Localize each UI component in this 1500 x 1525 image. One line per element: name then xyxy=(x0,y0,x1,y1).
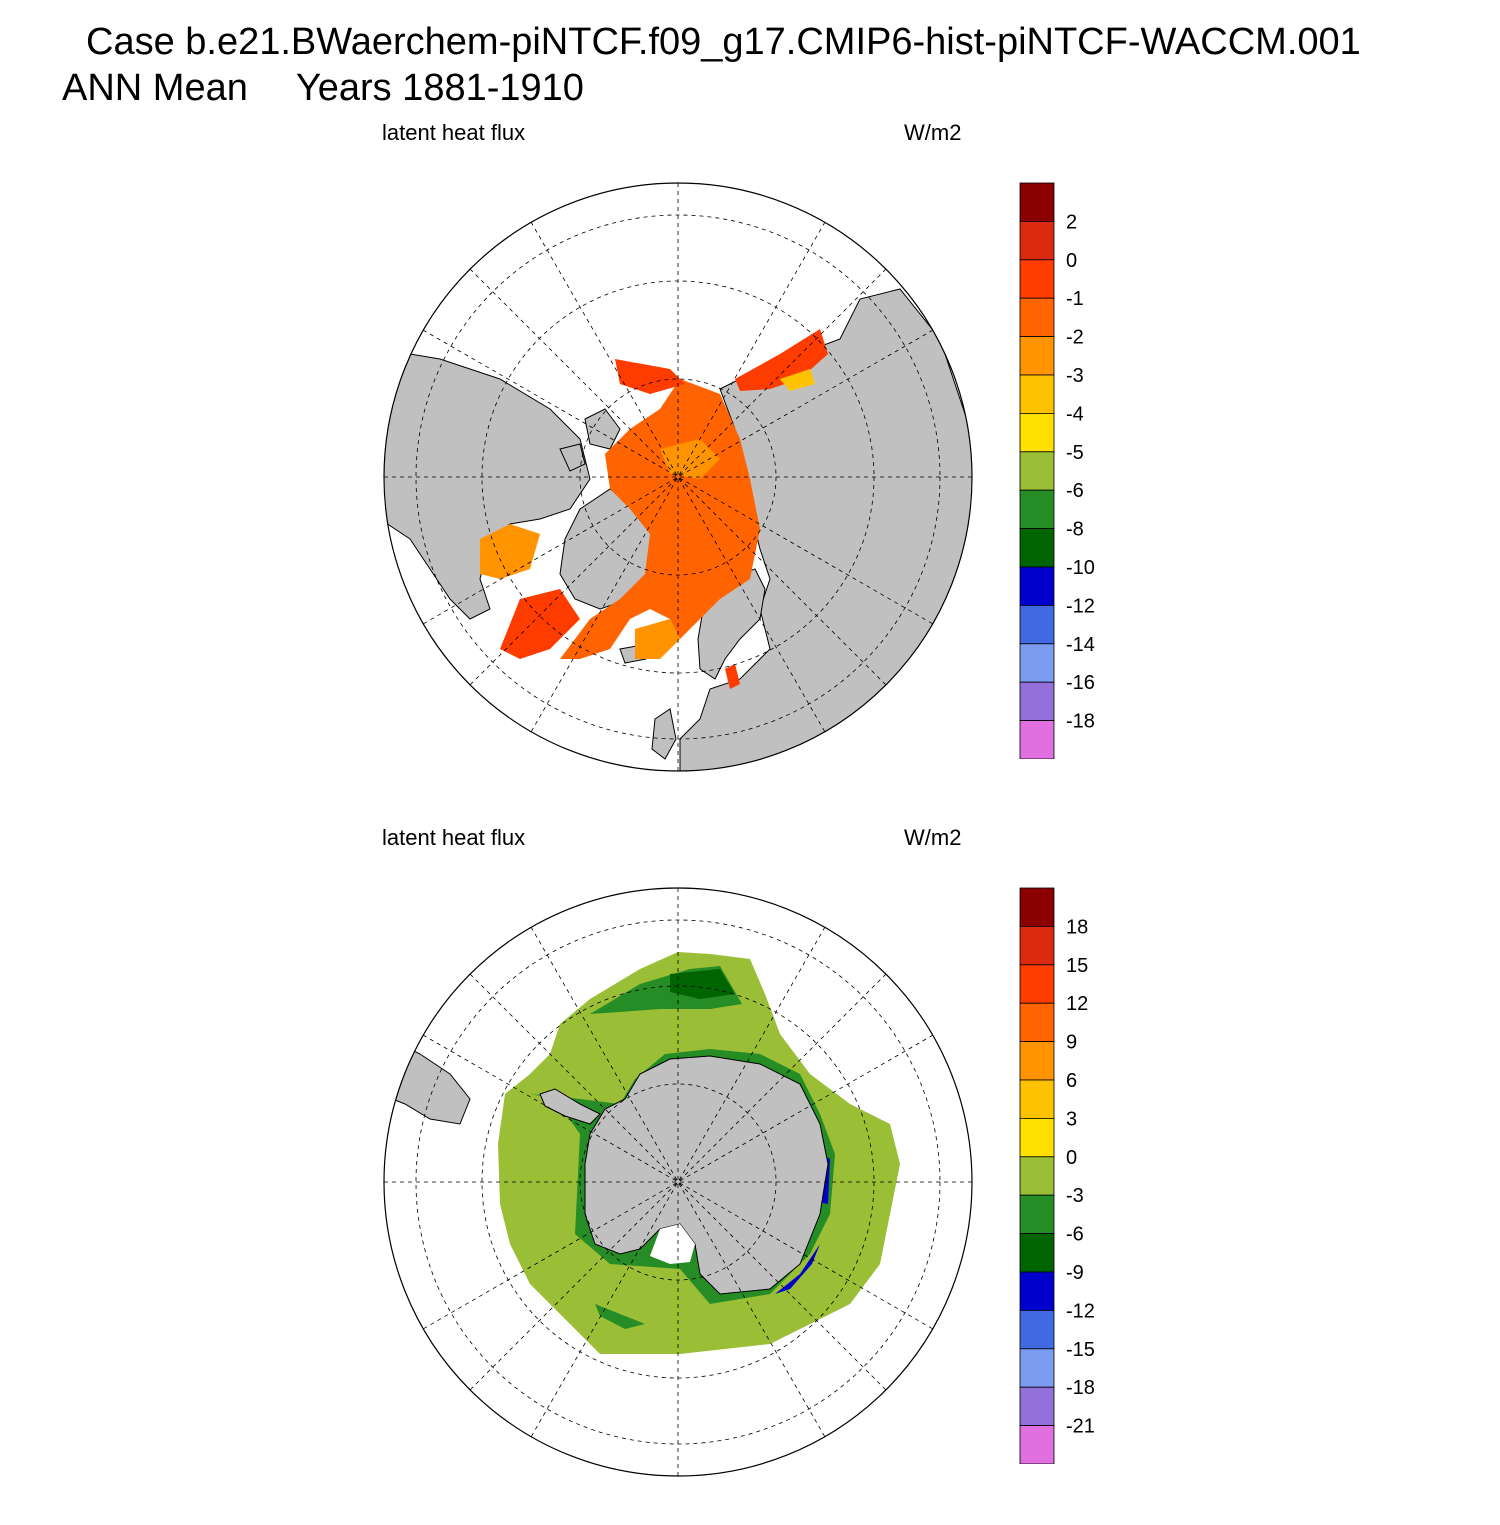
colorbar-label: 15 xyxy=(1066,955,1088,977)
colorbar-box xyxy=(1019,720,1055,759)
colorbar-box xyxy=(1019,566,1055,606)
colorbar-box xyxy=(1019,451,1055,491)
colorbar-box xyxy=(1019,528,1055,568)
colorbar-label: -6 xyxy=(1066,1224,1084,1246)
colorbar-label: -12 xyxy=(1066,1300,1095,1322)
colorbar-label: 12 xyxy=(1066,993,1088,1015)
colorbar-label: -6 xyxy=(1066,480,1084,502)
north-variable-label: latent heat flux xyxy=(382,120,526,145)
colorbar-label: -8 xyxy=(1066,519,1084,541)
colorbar-label: 0 xyxy=(1066,1147,1077,1169)
colorbar-box xyxy=(1019,1117,1055,1158)
colorbar-label: -18 xyxy=(1066,1377,1095,1399)
colorbar-label: 9 xyxy=(1066,1032,1077,1054)
colorbar-box xyxy=(1019,489,1055,530)
colorbar-box xyxy=(1019,1271,1055,1311)
colorbar-label: 3 xyxy=(1066,1108,1077,1130)
north-panel: latent heat flux W/m2 xyxy=(0,115,1500,820)
colorbar-box xyxy=(1019,1156,1055,1196)
colorbar-label: -2 xyxy=(1066,327,1084,349)
south-ice-shelf xyxy=(650,1224,695,1264)
colorbar-box xyxy=(1019,1079,1055,1119)
colorbar-box xyxy=(1019,297,1055,337)
colorbar-label: -15 xyxy=(1066,1339,1095,1361)
figure-subtitle: ANN Mean Years 1881-1910 xyxy=(62,68,584,108)
colorbar-label: -18 xyxy=(1066,711,1095,733)
south-colorbar: 18 15 12 9 6 3 0 -3 -6 -9 -12 -15 -18 -21 xyxy=(1019,887,1095,1464)
colorbar-box xyxy=(1019,1002,1055,1042)
south-variable-label: latent heat flux xyxy=(382,825,526,850)
colorbar-label: -3 xyxy=(1066,1185,1084,1207)
colorbar-box xyxy=(1019,221,1055,261)
colorbar-box xyxy=(1019,1425,1055,1464)
colorbar-label: 0 xyxy=(1066,250,1077,272)
colorbar-label: -9 xyxy=(1066,1262,1084,1284)
colorbar-label: -4 xyxy=(1066,403,1084,425)
north-units-label: W/m2 xyxy=(904,120,962,145)
north-colorbar: 2 0 -1 -2 -3 -4 -5 -6 -8 -10 -12 -14 -16 -18 xyxy=(1019,182,1095,759)
north-map-border xyxy=(383,182,973,772)
colorbar-box xyxy=(1019,964,1055,1004)
colorbar-box xyxy=(1019,604,1055,645)
colorbar-label: -14 xyxy=(1066,634,1095,656)
north-polar-map xyxy=(383,182,973,772)
colorbar-label: 18 xyxy=(1066,916,1088,938)
colorbar-label: -10 xyxy=(1066,557,1095,579)
colorbar-box xyxy=(1019,182,1055,222)
colorbar-label: 2 xyxy=(1066,211,1077,233)
colorbar-box xyxy=(1019,1386,1055,1427)
colorbar-box xyxy=(1019,643,1055,683)
colorbar-label: -3 xyxy=(1066,365,1084,387)
years-label: Years 1881-1910 xyxy=(295,67,584,109)
colorbar-box xyxy=(1019,1348,1055,1388)
colorbar-label: -1 xyxy=(1066,288,1084,310)
colorbar-box xyxy=(1019,681,1055,722)
colorbar-box xyxy=(1019,374,1055,414)
colorbar-label: -12 xyxy=(1066,595,1095,617)
colorbar-box xyxy=(1019,1194,1055,1235)
colorbar-box xyxy=(1019,887,1055,927)
south-panel: latent heat flux W/m2 xyxy=(0,820,1500,1525)
colorbar-box xyxy=(1019,336,1055,376)
south-map-border xyxy=(383,887,973,1477)
south-land xyxy=(384,1033,829,1295)
north-flux-field xyxy=(480,329,828,689)
colorbar-box xyxy=(1019,1309,1055,1350)
south-graticule xyxy=(384,888,972,1476)
colorbar-label: -5 xyxy=(1066,442,1084,464)
colorbar-box xyxy=(1019,1233,1055,1273)
north-graticule xyxy=(384,183,972,771)
colorbar-label: -21 xyxy=(1066,1416,1095,1438)
figure-title: Case b.e21.BWaerchem-piNTCF.f09_g17.CMIP… xyxy=(86,21,1361,63)
south-units-label: W/m2 xyxy=(904,825,962,850)
south-polar-map xyxy=(383,887,973,1477)
colorbar-box xyxy=(1019,259,1055,299)
colorbar-box xyxy=(1019,1041,1055,1081)
colorbar-label: 6 xyxy=(1066,1070,1077,1092)
colorbar-box xyxy=(1019,412,1055,453)
period-label: ANN Mean xyxy=(62,67,248,109)
colorbar-box xyxy=(1019,926,1055,966)
colorbar-label: -16 xyxy=(1066,672,1095,694)
